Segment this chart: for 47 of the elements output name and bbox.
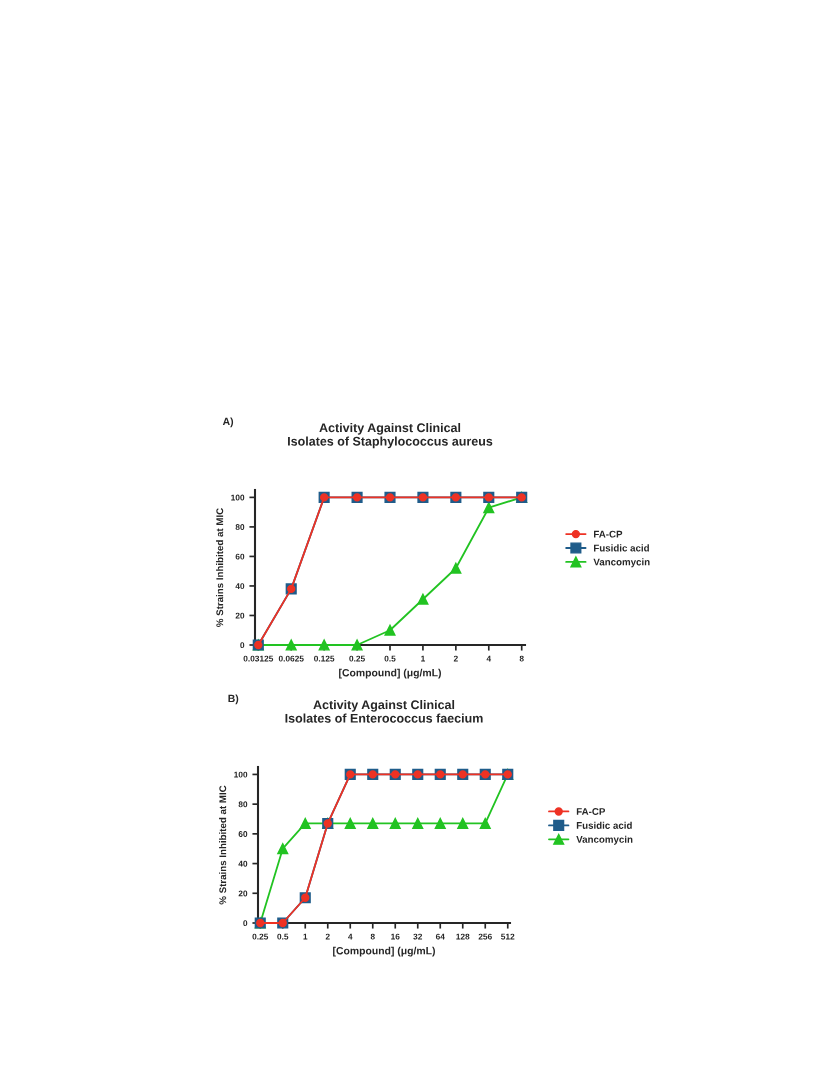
x-tick-label: 1 xyxy=(303,933,308,940)
x-tick-label: 0.5 xyxy=(384,655,396,662)
y-tick-label: 60 xyxy=(238,831,248,837)
y-tick-label: 100 xyxy=(234,771,248,778)
legend-label: Fusidic acid xyxy=(576,821,632,829)
x-tick-label: 256 xyxy=(478,933,492,940)
x-tick-label: 0.0625 xyxy=(278,655,304,662)
x-tick-label: 0.125 xyxy=(314,655,335,662)
legend-label: Vancomycin xyxy=(593,558,650,568)
y-tick-label: 40 xyxy=(235,583,245,590)
x-tick-label: 128 xyxy=(456,933,470,940)
y-tick-label: 60 xyxy=(235,553,245,560)
x-tick-label: 32 xyxy=(413,933,423,940)
legend-label: FA-CP xyxy=(594,530,623,538)
x-axis-title: [Compound] (μg/mL) xyxy=(333,946,435,957)
y-tick-label: 80 xyxy=(235,524,245,531)
y-axis-title: % Strains Inhibited at MIC xyxy=(216,508,224,627)
legend-label: Fusidic acid xyxy=(594,544,649,552)
chart-title: Activity Against Clinical Isolates of Enterococcus faecium xyxy=(285,699,483,723)
y-axis-title: % Strains Inhibited at MIC xyxy=(219,785,227,905)
x-tick-label: 8 xyxy=(370,933,375,940)
x-axis-title: [Compound] (μg/mL) xyxy=(339,668,441,679)
x-tick-label: 512 xyxy=(501,933,515,940)
x-tick-label: 2 xyxy=(453,655,458,662)
text: B) xyxy=(228,694,239,705)
x-tick-label: 0.03125 xyxy=(243,655,274,662)
y-tick-label: 80 xyxy=(238,801,248,808)
y-tick-label: 0 xyxy=(240,642,245,649)
y-tick-label: 20 xyxy=(238,890,248,897)
x-tick-label: 4 xyxy=(348,933,353,940)
x-tick-label: 0.25 xyxy=(252,933,269,940)
x-tick-label: 2 xyxy=(325,933,330,940)
y-tick-label: 100 xyxy=(231,494,245,501)
chart-title: Activity Against Clinical Isolates of Staphylococcus aureus xyxy=(288,422,493,449)
y-tick-label: 0 xyxy=(243,920,248,927)
x-tick-label: 0.5 xyxy=(277,933,289,940)
x-tick-label: 8 xyxy=(519,655,524,662)
x-tick-label: 4 xyxy=(486,655,492,662)
legend-label: Vancomycin xyxy=(576,835,633,845)
x-tick-label: 1 xyxy=(421,655,426,662)
x-tick-label: 0.25 xyxy=(349,655,365,662)
y-tick-label: 20 xyxy=(235,612,245,619)
text: A) xyxy=(222,417,234,428)
legend-label: FA-CP xyxy=(576,808,606,815)
x-tick-label: 16 xyxy=(391,933,400,940)
y-tick-label: 40 xyxy=(238,860,248,867)
x-tick-label: 64 xyxy=(435,933,445,940)
